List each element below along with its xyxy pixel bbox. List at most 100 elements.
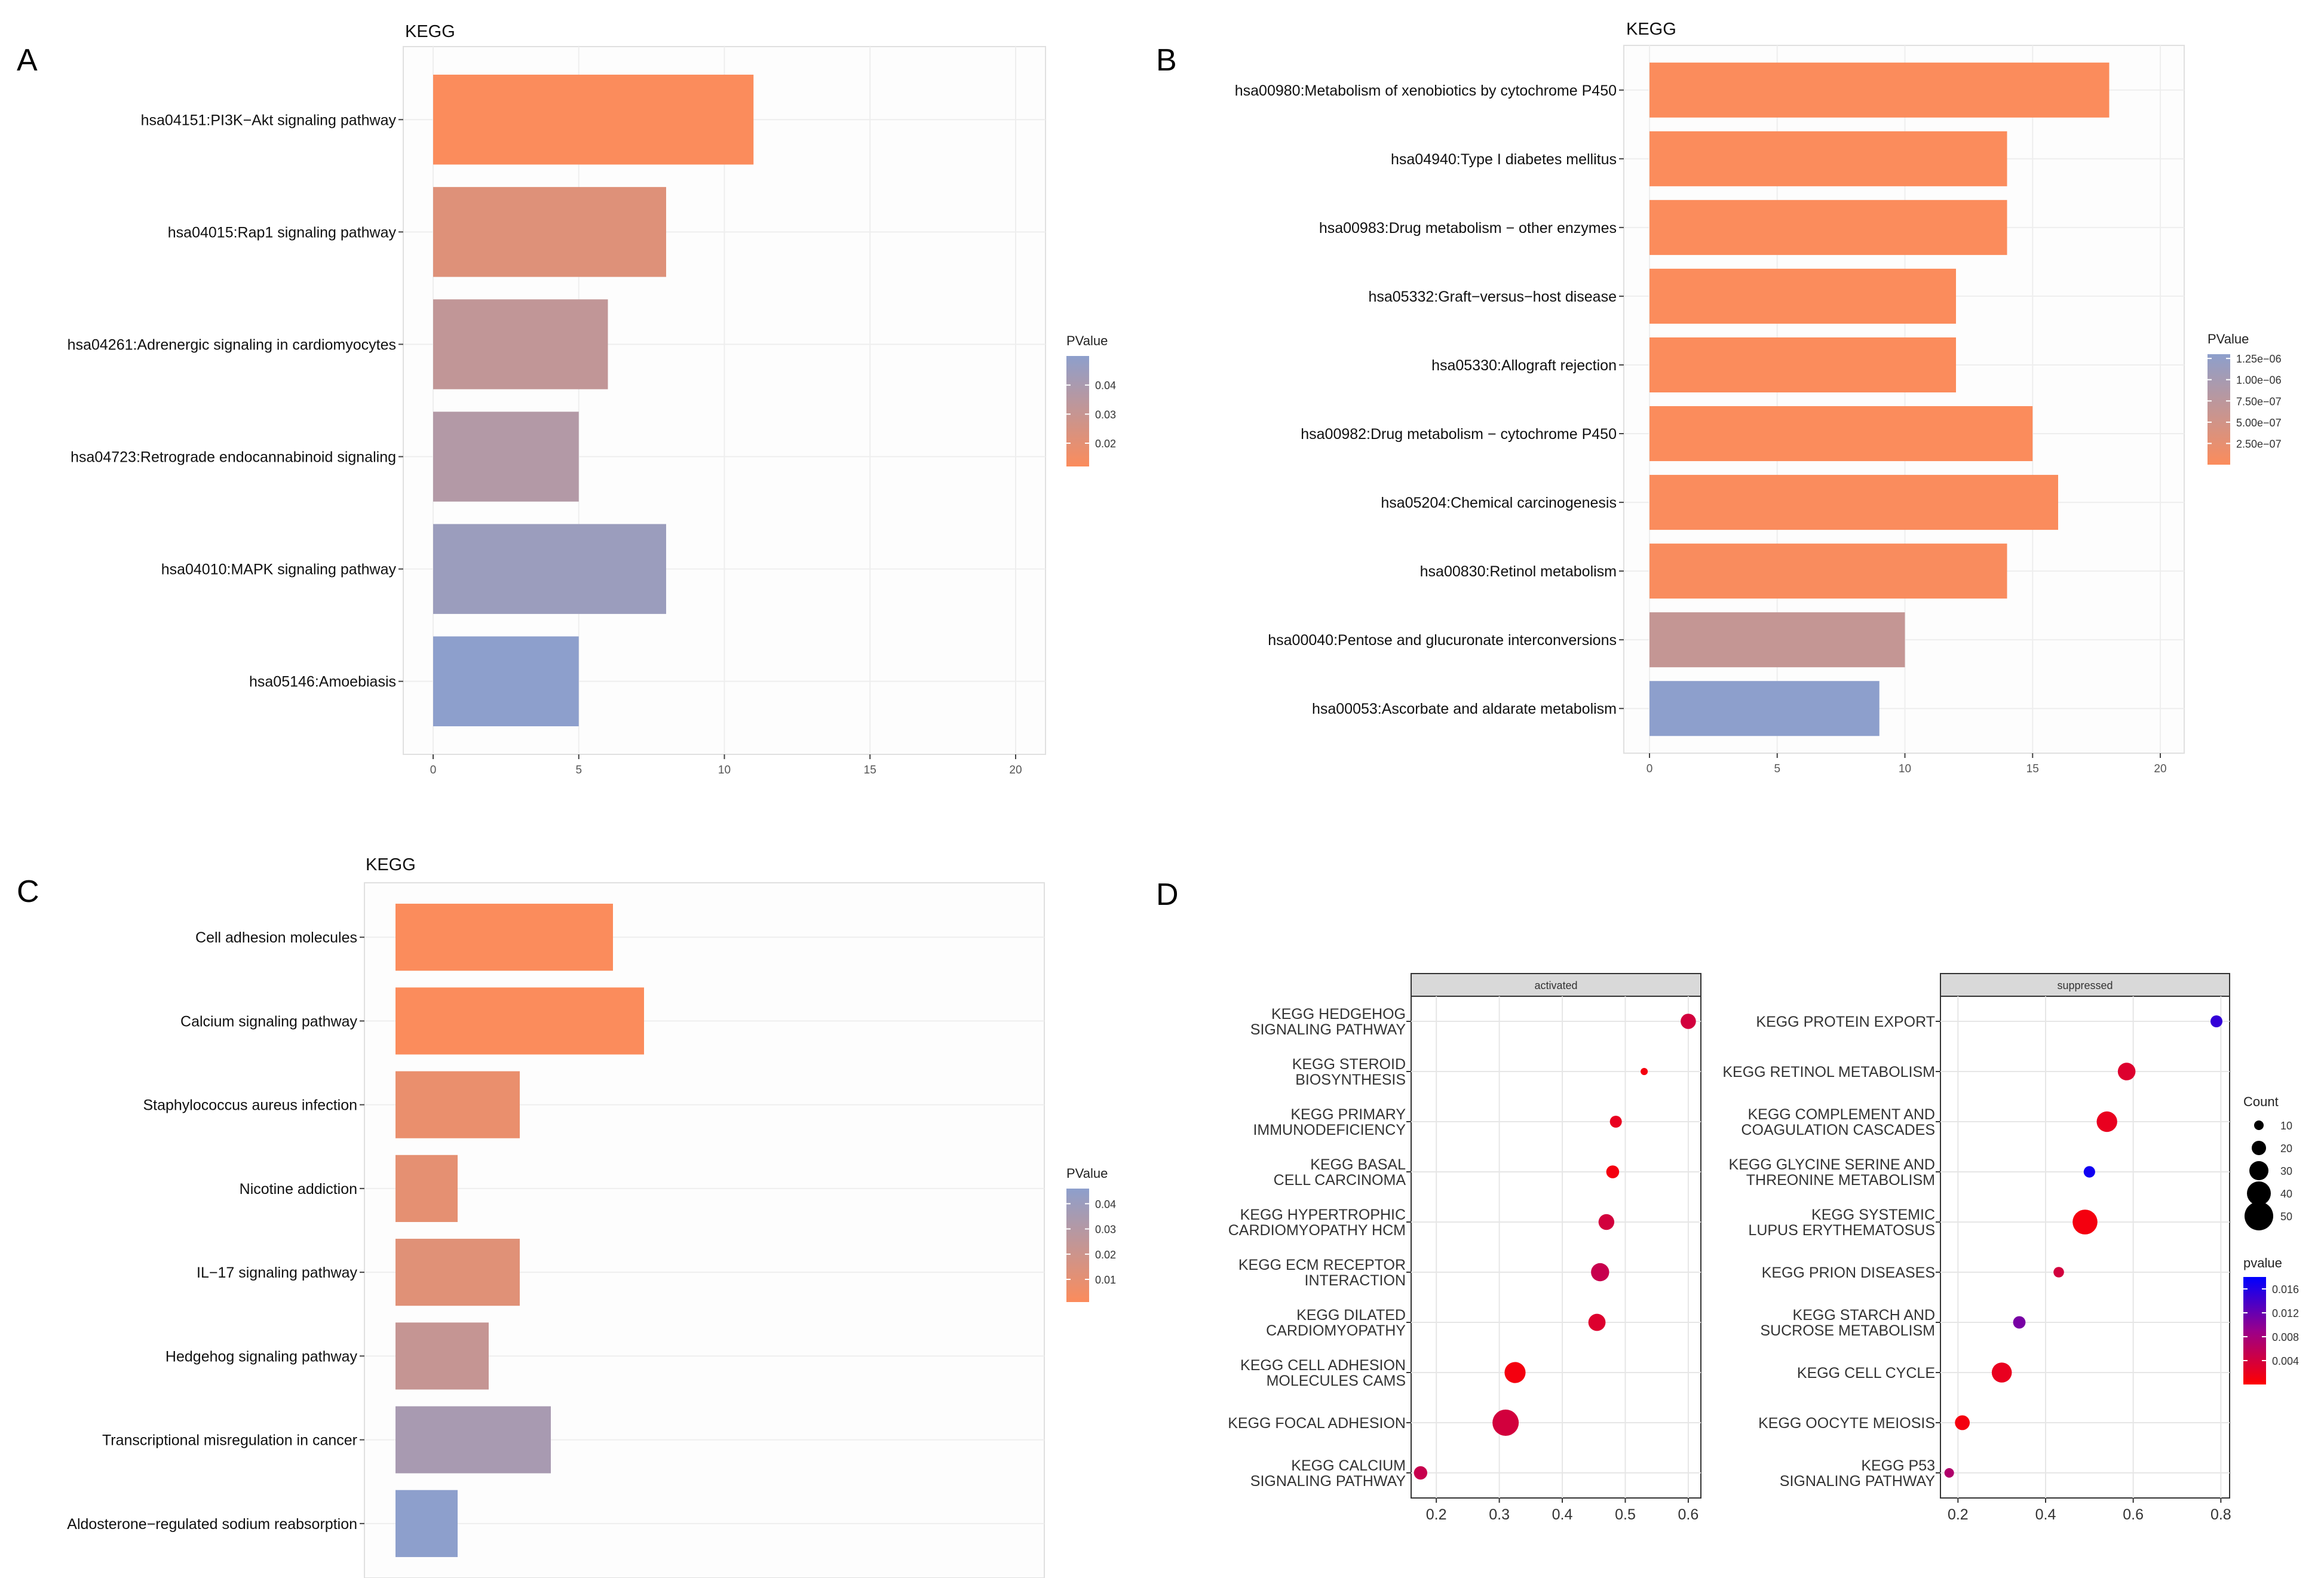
dot-point xyxy=(1591,1263,1609,1282)
dot-point xyxy=(2117,1063,2136,1080)
category-label: hsa00053:Ascorbate and aldarate metaboli… xyxy=(1312,701,1617,717)
category-label: KEGG FOCAL ADHESION xyxy=(1228,1415,1406,1432)
category-label: hsa04940:Type I diabetes mellitus xyxy=(1391,151,1617,168)
size-legend-label: 10 xyxy=(2280,1120,2292,1132)
category-label-line: SIGNALING PATHWAY xyxy=(1780,1473,1936,1490)
category-label: KEGG DILATED CARDIOMYOPATHY xyxy=(1266,1307,1406,1339)
category-label: hsa05332:Graft−versus−host disease xyxy=(1368,288,1617,305)
category-label: Nicotine addiction xyxy=(240,1181,357,1198)
bar xyxy=(1650,337,1956,392)
size-legend-title: Count xyxy=(2243,1094,2279,1109)
dot-point xyxy=(1641,1068,1648,1075)
dot-point xyxy=(2053,1267,2064,1278)
category-label-line: KEGG PRIMARY xyxy=(1290,1106,1406,1123)
category-label-line: KEGG DILATED xyxy=(1296,1307,1406,1324)
category-label: KEGG COMPLEMENT AND COAGULATION CASCADES xyxy=(1741,1106,1935,1138)
chart-title: KEGG xyxy=(405,22,455,41)
category-label: hsa05146:Amoebiasis xyxy=(249,674,396,690)
legend-tick-label: 5.00e−07 xyxy=(2236,417,2282,429)
bar xyxy=(433,75,754,165)
color-legend-label: 0.004 xyxy=(2272,1355,2299,1367)
x-tick-label: 0.5 xyxy=(1615,1506,1636,1523)
dot-point xyxy=(2210,1015,2222,1027)
bar xyxy=(433,636,579,726)
dot-point xyxy=(1955,1415,1970,1430)
category-label-line: KEGG COMPLEMENT AND xyxy=(1748,1106,1936,1123)
legend-tick-label: 0.04 xyxy=(1095,380,1116,392)
bar-chart-b: KEGG hsa00980:Metabolism of xenobiotics b… xyxy=(1235,20,2282,775)
facet-panel xyxy=(1411,996,1701,1499)
legend-tick-label: 0.02 xyxy=(1095,438,1116,450)
category-label: hsa00983:Drug metabolism − other enzymes xyxy=(1319,220,1617,237)
category-label-line: LUPUS ERYTHEMATOSUS xyxy=(1748,1222,1935,1239)
category-label: hsa00830:Retinol metabolism xyxy=(1420,563,1617,580)
legend-title: PValue xyxy=(1066,333,1108,348)
category-label: Aldosterone−regulated sodium reabsorptio… xyxy=(67,1516,357,1533)
bar xyxy=(1650,475,2058,530)
category-label-line: KEGG PROTEIN EXPORT xyxy=(1756,1014,1935,1030)
category-label: KEGG GLYCINE SERINE AND THREONINE METABOL… xyxy=(1729,1156,1935,1189)
bar xyxy=(395,1155,458,1222)
plot-panel xyxy=(364,882,1045,1578)
panel-letter-c: C xyxy=(17,874,39,909)
bar xyxy=(1650,406,2033,462)
category-label: KEGG SYSTEMIC LUPUS ERYTHEMATOSUS xyxy=(1748,1206,1935,1239)
bar xyxy=(395,1239,520,1306)
x-tick-label: 20 xyxy=(1009,764,1022,776)
category-label: KEGG BASAL CELL CARCINOMA xyxy=(1274,1156,1406,1189)
facet-strip xyxy=(1411,973,1701,997)
x-tick-label: 0.4 xyxy=(1552,1506,1573,1523)
category-label: KEGG P53 SIGNALING PATHWAY xyxy=(1780,1457,1936,1490)
category-label-line: CELL CARCINOMA xyxy=(1274,1172,1406,1189)
bar xyxy=(1650,131,2007,186)
category-label-line: KEGG SYSTEMIC xyxy=(1811,1206,1935,1223)
category-label-line: KEGG GLYCINE SERINE AND xyxy=(1729,1156,1935,1173)
category-label-line: KEGG RETINOL METABOLISM xyxy=(1722,1064,1935,1080)
facet-strip-label: activated xyxy=(1534,980,1577,991)
bar xyxy=(1650,199,2007,255)
color-legend-bar xyxy=(2243,1277,2266,1384)
category-label: hsa00980:Metabolism of xenobiotics by cy… xyxy=(1235,82,1617,99)
bar xyxy=(395,1406,551,1473)
legend-colorbar xyxy=(1066,356,1089,466)
category-label-line: KEGG STARCH AND xyxy=(1793,1307,1935,1324)
dot-point xyxy=(2096,1111,2117,1132)
bar-chart-c: KEGG Cell adhesion molecules Calcium signa… xyxy=(67,855,1116,1578)
category-label-line: SUCROSE METABOLISM xyxy=(1760,1322,1935,1339)
category-label-line: KEGG BASAL xyxy=(1310,1156,1406,1173)
category-label: KEGG ECM RECEPTOR INTERACTION xyxy=(1238,1257,1406,1289)
category-label-line: KEGG CALCIUM xyxy=(1291,1457,1406,1474)
size-legend-dot xyxy=(2247,1181,2271,1205)
category-label: KEGG OOCYTE MEIOSIS xyxy=(1758,1415,1935,1432)
x-tick-label: 15 xyxy=(864,764,876,776)
legend-title: PValue xyxy=(1066,1166,1108,1181)
category-label: KEGG HEDGEHOG SIGNALING PATHWAY xyxy=(1250,1006,1406,1038)
legend-tick-label: 7.50e−07 xyxy=(2236,395,2282,407)
size-legend-dot xyxy=(2245,1202,2273,1230)
legend-title: PValue xyxy=(2208,331,2249,346)
category-label: KEGG PROTEIN EXPORT xyxy=(1756,1014,1935,1030)
bar xyxy=(395,987,644,1055)
panel-letter-a: A xyxy=(17,43,38,78)
bar xyxy=(1650,268,1956,324)
size-legend-label: 30 xyxy=(2280,1165,2292,1177)
category-label: hsa00040:Pentose and glucuronate interco… xyxy=(1268,632,1617,649)
x-tick-label: 0.6 xyxy=(2123,1506,2144,1523)
dot-point xyxy=(1588,1313,1606,1331)
legend-tick-label: 0.01 xyxy=(1095,1274,1116,1286)
dot-point xyxy=(1492,1410,1519,1436)
dot-point xyxy=(1609,1116,1622,1128)
category-label: KEGG PRION DISEASES xyxy=(1762,1264,1935,1281)
color-legend-title: pvalue xyxy=(2243,1255,2282,1270)
bar xyxy=(1650,681,1880,736)
category-label: IL−17 signaling pathway xyxy=(197,1264,357,1281)
chart-title: KEGG xyxy=(1626,20,1676,39)
bar xyxy=(433,524,666,614)
size-legend-label: 20 xyxy=(2280,1143,2292,1155)
category-label: hsa04015:Rap1 signaling pathway xyxy=(168,224,397,241)
category-label: KEGG CALCIUM SIGNALING PATHWAY xyxy=(1250,1457,1406,1490)
bar xyxy=(433,412,579,502)
category-label: hsa04151:PI3K−Akt signaling pathway xyxy=(141,112,397,128)
x-tick-label: 5 xyxy=(1774,763,1780,775)
